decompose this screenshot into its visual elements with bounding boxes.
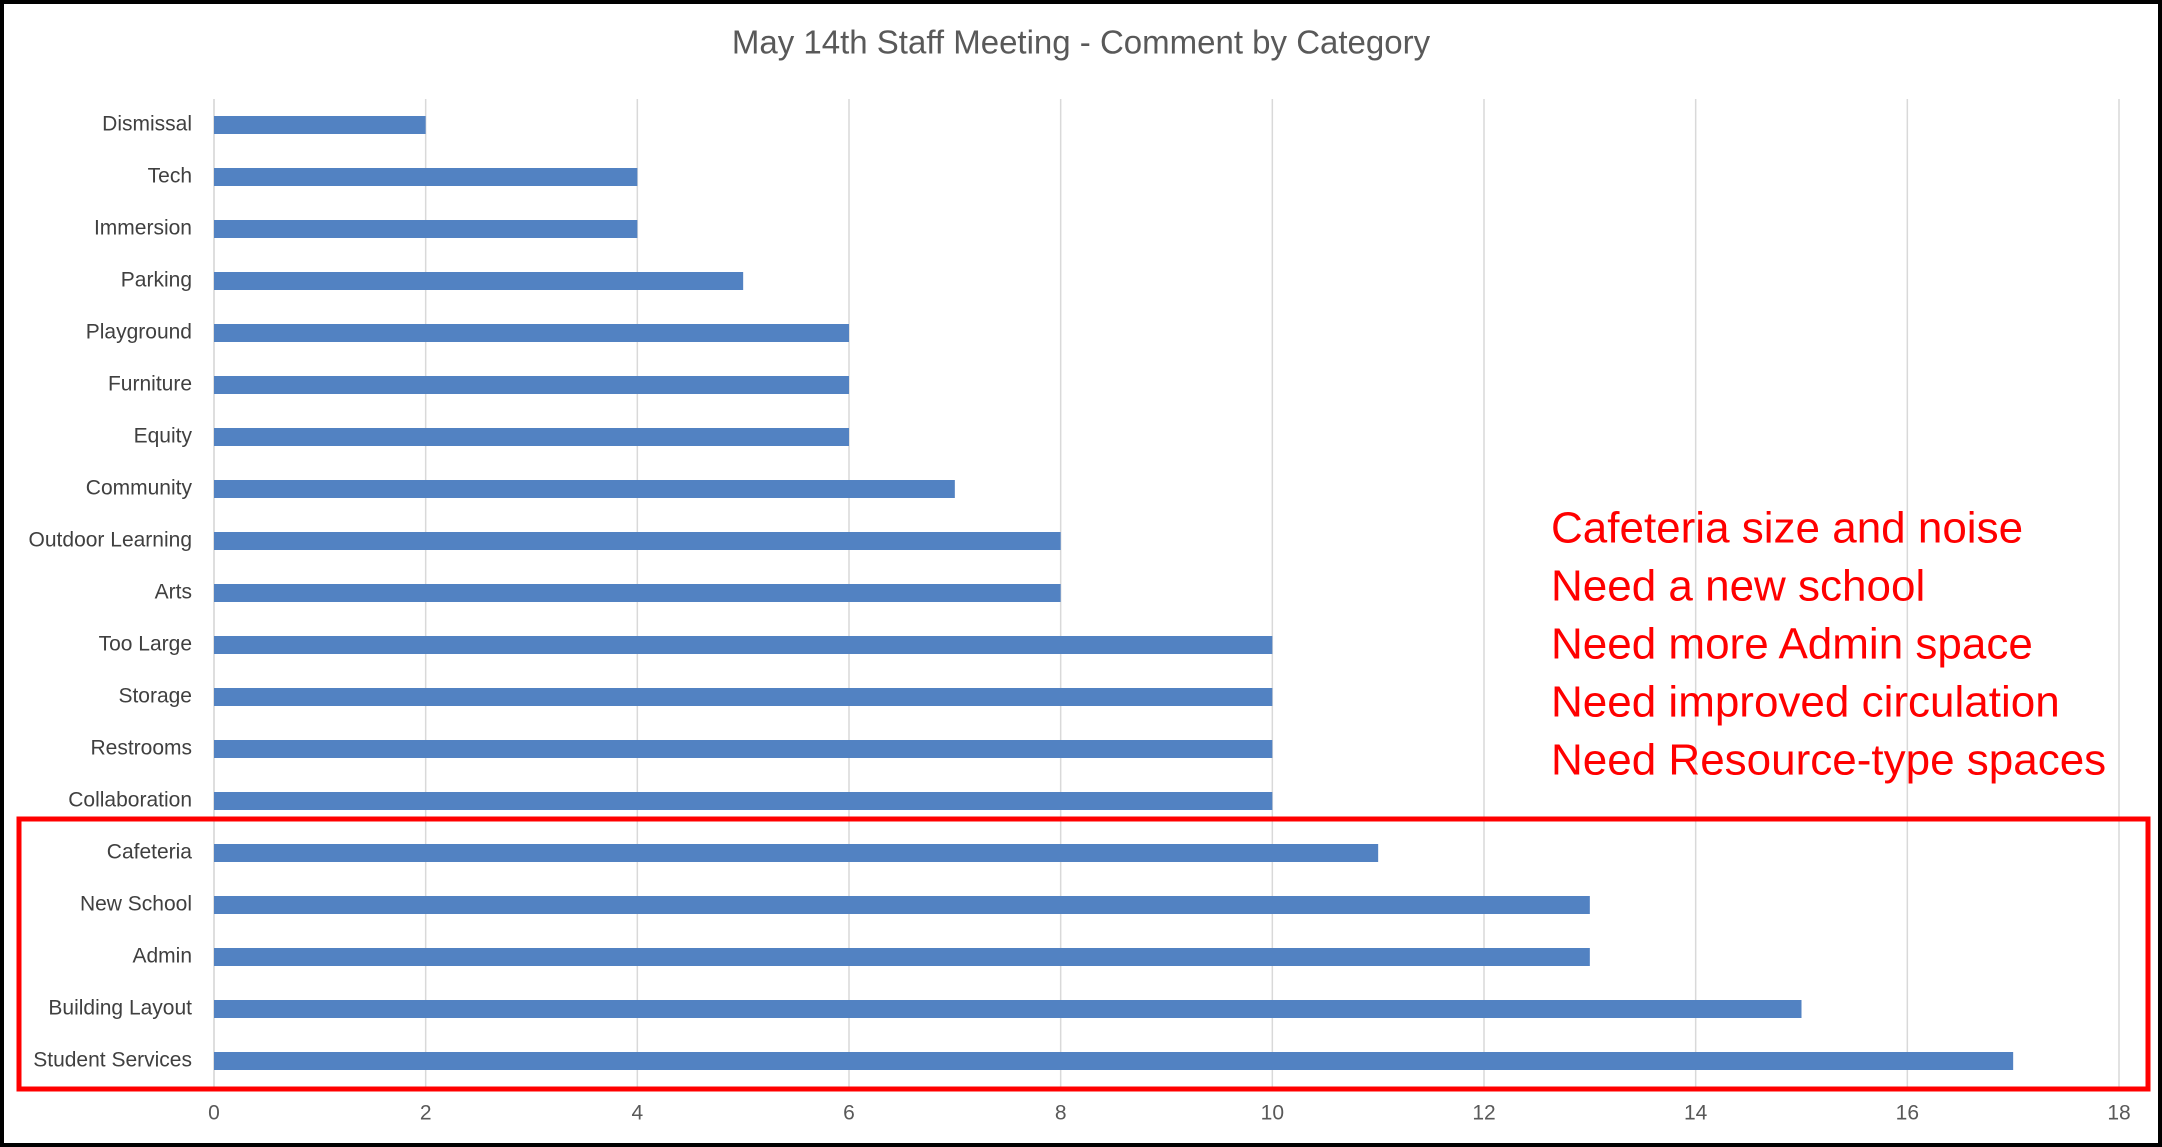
bar: [214, 948, 1590, 966]
bar: [214, 584, 1061, 602]
bar: [214, 376, 849, 394]
bar: [214, 324, 849, 342]
annotation: Need a new school: [1551, 562, 1925, 611]
y-tick-label: New School: [80, 893, 192, 916]
bar: [214, 896, 1590, 914]
x-tick-label: 12: [1472, 1102, 1495, 1125]
x-tick-label: 10: [1261, 1102, 1284, 1125]
x-tick-label: 8: [1055, 1102, 1067, 1125]
x-tick-label: 16: [1896, 1102, 1919, 1125]
y-tick-label: Community: [86, 477, 193, 500]
bar: [214, 688, 1273, 706]
bar: [214, 480, 955, 498]
bar: [214, 1052, 2014, 1070]
annotation: Need Resource-type spaces: [1551, 736, 2106, 785]
bar: [214, 636, 1273, 654]
y-tick-label: Student Services: [33, 1049, 192, 1072]
y-tick-label: Tech: [148, 165, 192, 188]
bar: [214, 740, 1273, 758]
bar: [214, 532, 1061, 550]
x-tick-label: 0: [208, 1102, 220, 1125]
x-tick-label: 6: [843, 1102, 855, 1125]
bar: [214, 168, 638, 186]
bar: [214, 116, 426, 134]
y-tick-label: Restrooms: [90, 737, 192, 760]
y-tick-label: Admin: [132, 945, 192, 968]
annotation: Cafeteria size and noise: [1551, 504, 2023, 553]
x-tick-label: 2: [420, 1102, 432, 1125]
y-tick-label: Storage: [118, 685, 192, 708]
y-tick-label: Building Layout: [48, 997, 192, 1020]
bar: [214, 428, 849, 446]
y-tick-label: Equity: [134, 425, 193, 448]
y-tick-label: Outdoor Learning: [29, 529, 192, 552]
y-tick-label: Too Large: [99, 633, 192, 656]
bars: Dismissal Tech Immersion Parking Playground F…: [29, 113, 2014, 1072]
y-tick-label: Playground: [86, 321, 192, 344]
y-tick-label: Immersion: [94, 217, 192, 240]
bar: [214, 792, 1273, 810]
y-tick-label: Collaboration: [68, 789, 192, 812]
bar: [214, 220, 638, 238]
x-tick-label: 18: [2107, 1102, 2130, 1125]
y-tick-label: Arts: [155, 581, 192, 604]
chart-title: May 14th Staff Meeting - Comment by Cate…: [732, 24, 1431, 61]
annotation: Need more Admin space: [1551, 620, 2033, 669]
x-tick-label: 4: [631, 1102, 643, 1125]
annotations: Cafeteria size and noise Need a new schoo…: [1551, 504, 2106, 785]
y-tick-label: Dismissal: [102, 113, 192, 136]
highlight-box: [16, 816, 2151, 1092]
x-tick-label: 14: [1684, 1102, 1708, 1125]
bar: [214, 1000, 1802, 1018]
y-tick-label: Parking: [121, 269, 192, 292]
bar: [214, 272, 744, 290]
annotation: Need improved circulation: [1551, 678, 2060, 727]
bar: [214, 844, 1379, 862]
y-tick-label: Furniture: [108, 373, 192, 396]
y-tick-label: Cafeteria: [107, 841, 193, 864]
